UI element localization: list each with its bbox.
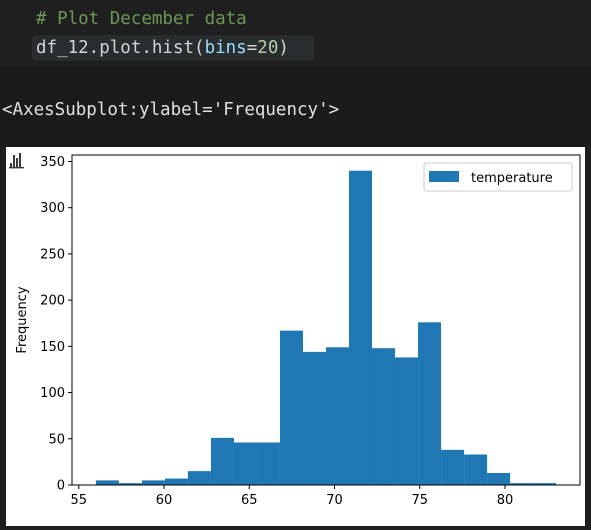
histogram-bar [372, 348, 396, 485]
y-tick-label: 150 [40, 340, 65, 355]
histogram-bar [349, 170, 373, 485]
y-axis-label: Frequency [15, 286, 30, 353]
output-area [0, 66, 591, 147]
histogram-bar [95, 480, 119, 485]
y-tick-label: 100 [40, 386, 65, 401]
code-param: bins [204, 38, 247, 58]
code-call: df_12.plot.hist( [36, 38, 205, 58]
histogram-bar [210, 437, 234, 485]
histogram-bar [302, 351, 326, 485]
legend-box [423, 162, 573, 192]
y-tick-label: 250 [40, 247, 65, 262]
legend-swatch [429, 171, 459, 182]
histogram-bar [533, 483, 557, 485]
histogram-bar [141, 480, 165, 485]
y-tick-label: 0 [57, 479, 65, 494]
x-tick-label: 60 [156, 493, 173, 508]
histogram-bar [395, 357, 419, 485]
histogram-bar [510, 483, 534, 485]
code-close-paren: ) [278, 38, 289, 58]
y-tick-label: 350 [40, 155, 65, 170]
code-number: 20 [257, 38, 279, 58]
histogram-bar [233, 442, 257, 485]
legend-label: temperature [471, 171, 553, 186]
legend: temperature [423, 162, 573, 192]
histogram-bar [326, 347, 350, 485]
x-tick-label: 55 [71, 493, 88, 508]
histogram-bar [418, 322, 442, 485]
histogram-bar [187, 471, 211, 485]
y-tick-label: 200 [40, 294, 65, 309]
y-tick-label: 300 [40, 201, 65, 216]
plot-output: 0 50 100 150 200 250 300 350 55 60 65 70 75 80 Frequ… [0, 147, 591, 526]
output-text: <AxesSubplot:ylabel='Frequency'> [2, 100, 340, 120]
histogram-bar [279, 330, 303, 485]
histogram-bar [164, 478, 188, 485]
histogram-bar [464, 454, 488, 485]
histogram-bar [118, 483, 142, 485]
plot-canvas: 0 50 100 150 200 250 300 350 55 60 65 70 75 80 Frequ… [6, 147, 585, 526]
code-equals: = [246, 38, 258, 58]
code-comment: # Plot December data [36, 9, 247, 29]
x-tick-label: 70 [326, 493, 343, 508]
code-cell[interactable]: # Plot December data df_12.plot.hist(bin… [0, 0, 591, 66]
y-tick-label: 50 [48, 432, 65, 447]
axes-frame [71, 154, 581, 486]
x-tick-label: 75 [411, 493, 428, 508]
bar-chart-icon[interactable] [8, 151, 26, 169]
x-tick-label: 65 [241, 493, 258, 508]
histogram-bar [441, 449, 465, 485]
histogram-bar [487, 472, 511, 485]
current-line-highlight [32, 35, 314, 61]
histogram-bar [256, 442, 280, 485]
code-statement[interactable]: df_12.plot.hist(bins=20) [36, 37, 289, 59]
x-tick-label: 80 [497, 493, 514, 508]
histogram-chart: 0 50 100 150 200 250 300 350 55 60 65 70 75 80 Frequ… [8, 151, 581, 508]
